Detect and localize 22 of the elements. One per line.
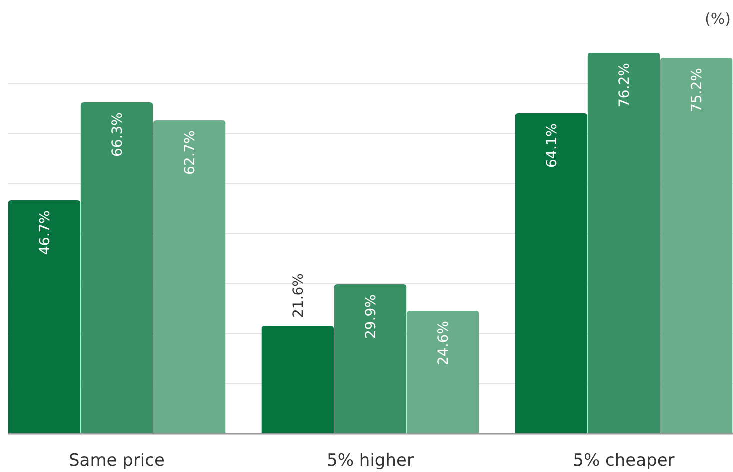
data-label: 76.2% xyxy=(616,63,633,108)
y-axis-title: (%) xyxy=(705,10,731,28)
bar xyxy=(8,200,81,434)
data-label: 21.6% xyxy=(290,274,307,318)
data-label: 24.6% xyxy=(436,321,452,366)
data-label: 75.2% xyxy=(690,68,706,112)
bar xyxy=(80,102,154,434)
x-tick-label: 5% higher xyxy=(327,451,414,471)
data-label: 46.7% xyxy=(37,210,54,255)
bar xyxy=(262,326,334,434)
bar xyxy=(588,53,660,434)
data-label: 64.1% xyxy=(544,124,560,168)
bar xyxy=(153,120,226,434)
bar xyxy=(334,284,407,434)
data-label: 66.3% xyxy=(110,112,126,157)
x-tick-label: 5% cheaper xyxy=(573,451,675,471)
bar xyxy=(660,58,733,434)
bar xyxy=(406,311,480,434)
x-tick-label: Same price xyxy=(69,451,165,471)
data-label: 29.9% xyxy=(364,294,380,339)
data-label: 62.7% xyxy=(182,130,199,175)
bar xyxy=(515,114,588,434)
